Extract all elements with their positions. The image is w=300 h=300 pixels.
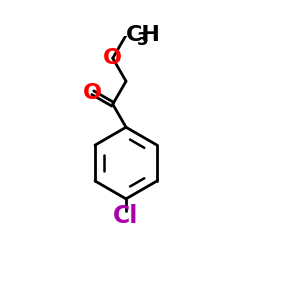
Text: O: O: [103, 48, 122, 68]
Text: Cl: Cl: [113, 204, 139, 228]
Text: CH: CH: [126, 25, 161, 45]
Text: 3: 3: [137, 31, 148, 49]
Text: O: O: [83, 83, 102, 103]
